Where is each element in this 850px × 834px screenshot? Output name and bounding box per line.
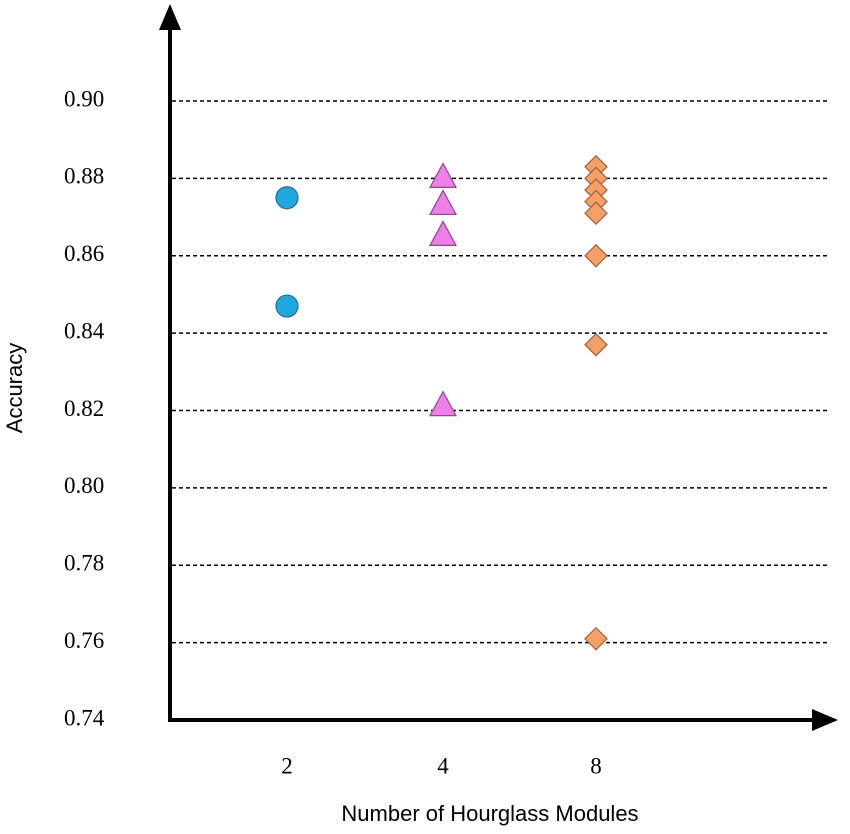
point — [428, 189, 458, 216]
y-tick-label: 0.78 — [64, 551, 104, 576]
y-tick-label: 0.86 — [64, 241, 104, 266]
x-axis-arrow — [812, 709, 838, 731]
x-tick-label: 8 — [590, 753, 602, 778]
point — [584, 243, 608, 268]
y-tick-label: 0.82 — [64, 396, 104, 421]
point — [275, 186, 299, 210]
y-axis-label: Accuracy — [2, 343, 27, 433]
y-tick-label: 0.74 — [64, 705, 105, 730]
point — [428, 390, 458, 417]
point — [275, 294, 299, 318]
y-axis-arrow — [159, 4, 181, 30]
y-tick-label: 0.80 — [64, 473, 104, 498]
y-tick-label: 0.90 — [64, 86, 104, 111]
y-tick-label: 0.76 — [64, 628, 104, 653]
point — [428, 220, 458, 247]
x-axis-label: Number of Hourglass Modules — [341, 801, 638, 826]
point — [584, 626, 608, 651]
y-tick-label: 0.84 — [64, 318, 105, 343]
y-tick-label: 0.88 — [64, 164, 104, 189]
point — [584, 201, 608, 226]
point — [584, 332, 608, 357]
x-tick-label: 4 — [437, 753, 449, 778]
x-tick-label: 2 — [281, 753, 293, 778]
point — [428, 162, 458, 188]
